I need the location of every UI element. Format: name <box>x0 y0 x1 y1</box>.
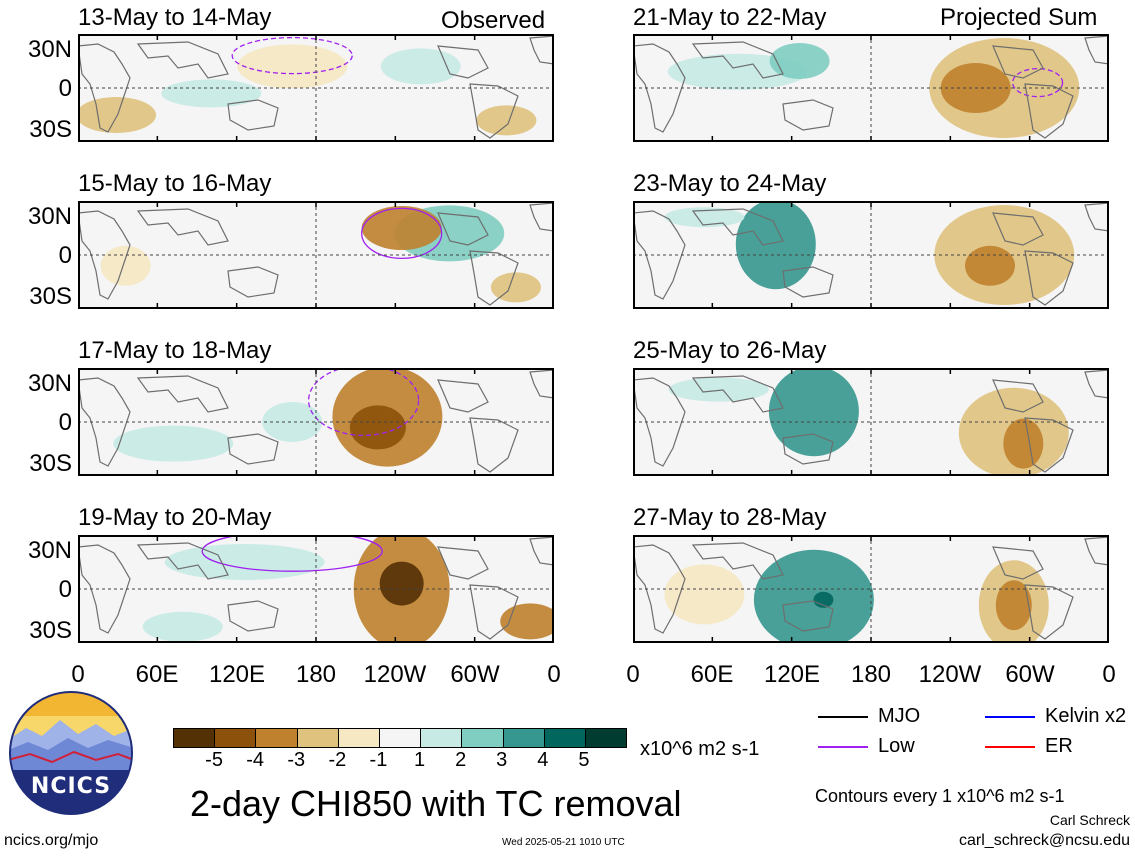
map-panel-21-22-may <box>633 34 1109 142</box>
lat-label-30n: 30N <box>27 370 72 397</box>
colorbar-segment <box>337 729 379 747</box>
main-title: 2-day CHI850 with TC removal <box>190 783 682 824</box>
colorbar-segment <box>296 729 338 747</box>
colorbar-segment <box>420 729 462 747</box>
legend-line-low <box>818 746 868 748</box>
lat-label-30s: 30S <box>29 283 72 310</box>
map-panel-23-24-may <box>633 201 1109 309</box>
colorbar <box>173 728 627 748</box>
logo-text: NCICS <box>30 774 112 799</box>
colorbar-segment <box>502 729 544 747</box>
colorbar-segment <box>174 729 215 747</box>
legend-label-mjo: MJO <box>878 705 921 727</box>
colorbar-label: 3 <box>496 749 508 771</box>
colorbar-label: -5 <box>205 749 223 771</box>
source-url: ncics.org/mjo <box>4 832 99 849</box>
lat-label-30s: 30S <box>29 450 72 477</box>
colorbar-segment <box>584 729 627 747</box>
lon-label: 180 <box>295 661 337 688</box>
lat-label-0: 0 <box>58 75 72 102</box>
lon-label: 120W <box>363 661 427 688</box>
lon-label: 0 <box>1102 661 1116 688</box>
panel-title: 21-May to 22-May <box>633 4 827 31</box>
colorbar-segment <box>378 729 421 747</box>
legend-line-er <box>985 746 1035 748</box>
colorbar-segment <box>543 729 585 747</box>
colorbar-label: 2 <box>455 749 467 771</box>
panel-title: 27-May to 28-May <box>633 504 827 531</box>
lat-label-30s: 30S <box>29 617 72 644</box>
observed-label: Observed <box>441 7 546 34</box>
panel-title: 23-May to 24-May <box>633 170 827 197</box>
map-panel-25-26-may <box>633 368 1109 476</box>
lon-label: 60W <box>1005 661 1055 688</box>
lon-label: 60W <box>450 661 500 688</box>
panel-title: 19-May to 20-May <box>78 504 272 531</box>
map-panel-19-20-may <box>78 535 554 643</box>
legend-label-er: ER <box>1045 735 1073 757</box>
panel-title: 25-May to 26-May <box>633 337 827 364</box>
colorbar-label: 5 <box>578 749 590 771</box>
lat-label-30n: 30N <box>27 203 72 230</box>
lat-label-30n: 30N <box>27 537 72 564</box>
colorbar-label: 1 <box>413 749 426 771</box>
lon-label: 60E <box>690 661 734 688</box>
lat-label-30n: 30N <box>27 36 72 63</box>
email: carl_schreck@ncsu.edu <box>959 832 1130 849</box>
timestamp: Wed 2025-05-21 1010 UTC <box>502 837 625 848</box>
colorbar-label: -3 <box>287 749 306 771</box>
colorbar-segment <box>461 729 503 747</box>
map-panel-17-18-may <box>78 368 554 476</box>
lat-label-0: 0 <box>58 409 72 436</box>
projected-sum-label: Projected Sum <box>940 4 1098 31</box>
legend-line-mjo <box>818 716 868 718</box>
colorbar-label: -2 <box>328 749 347 771</box>
colorbar-segment <box>214 729 256 747</box>
lon-label: 120W <box>918 661 982 688</box>
map-panel-15-16-may <box>78 201 554 309</box>
colorbar-label: -4 <box>246 749 265 771</box>
legend-line-kelvin <box>985 716 1035 718</box>
panel-title: 15-May to 16-May <box>78 170 272 197</box>
map-panel-27-28-may <box>633 535 1109 643</box>
lat-label-0: 0 <box>58 576 72 603</box>
contour-note: Contours every 1 x10^6 m2 s-1 <box>815 786 1065 806</box>
map-panel-13-14-may <box>78 34 554 142</box>
panel-title: 13-May to 14-May <box>78 4 272 31</box>
lon-label: 0 <box>626 661 640 688</box>
author: Carl Schreck <box>1049 812 1130 828</box>
colorbar-label: -1 <box>369 749 388 771</box>
lon-label: 60E <box>135 661 179 688</box>
colorbar-label: 4 <box>537 749 549 771</box>
lon-label: 120E <box>763 661 821 688</box>
lat-label-30s: 30S <box>29 116 72 143</box>
legend-label-kelvin: Kelvin x2 <box>1045 705 1127 727</box>
panel-title: 17-May to 18-May <box>78 337 272 364</box>
lon-label: 0 <box>71 661 85 688</box>
colorbar-segment <box>255 729 297 747</box>
lon-label: 120E <box>208 661 266 688</box>
colorbar-units: x10^6 m2 s-1 <box>640 738 760 760</box>
ncics-logo: NCICS <box>8 690 134 816</box>
legend-label-low: Low <box>878 735 915 757</box>
lon-label: 180 <box>850 661 892 688</box>
lat-label-0: 0 <box>58 242 72 269</box>
lon-label: 0 <box>547 661 561 688</box>
